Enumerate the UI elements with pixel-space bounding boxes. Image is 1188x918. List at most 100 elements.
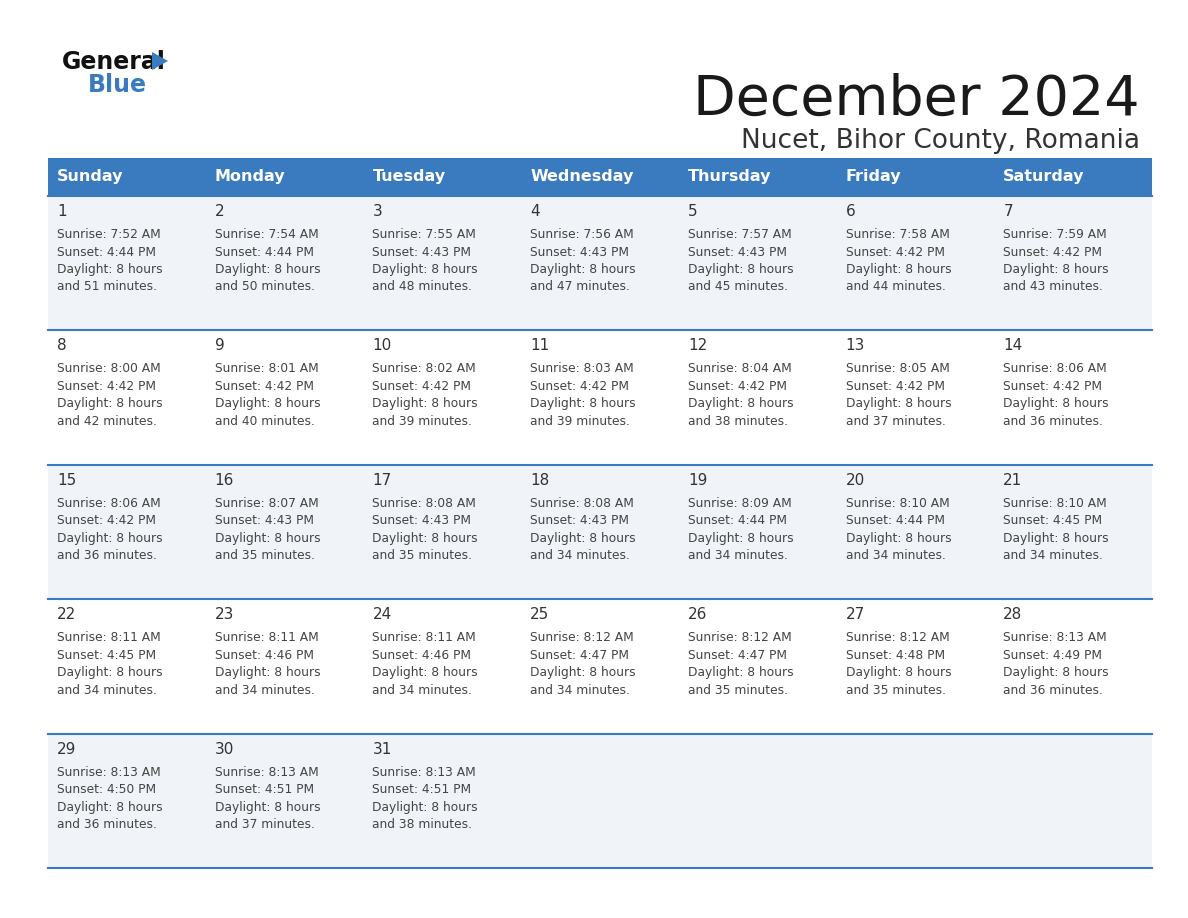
Text: 5: 5: [688, 204, 697, 219]
Text: Sunrise: 8:13 AM: Sunrise: 8:13 AM: [57, 766, 160, 778]
Text: and 34 minutes.: and 34 minutes.: [846, 549, 946, 563]
Text: 3: 3: [372, 204, 383, 219]
Text: 16: 16: [215, 473, 234, 487]
Text: Sunset: 4:42 PM: Sunset: 4:42 PM: [846, 245, 944, 259]
Text: Sunrise: 8:10 AM: Sunrise: 8:10 AM: [1004, 497, 1107, 509]
Text: Nucet, Bihor County, Romania: Nucet, Bihor County, Romania: [741, 128, 1140, 154]
Text: 27: 27: [846, 607, 865, 622]
Text: Daylight: 8 hours: Daylight: 8 hours: [688, 666, 794, 679]
Text: and 40 minutes.: and 40 minutes.: [215, 415, 315, 428]
Text: 28: 28: [1004, 607, 1023, 622]
Text: Tuesday: Tuesday: [372, 170, 446, 185]
Text: Daylight: 8 hours: Daylight: 8 hours: [846, 263, 952, 276]
Text: Sunset: 4:42 PM: Sunset: 4:42 PM: [57, 514, 156, 527]
Text: Daylight: 8 hours: Daylight: 8 hours: [215, 397, 321, 410]
Text: 25: 25: [530, 607, 549, 622]
Text: 13: 13: [846, 339, 865, 353]
Text: 23: 23: [215, 607, 234, 622]
Text: Daylight: 8 hours: Daylight: 8 hours: [688, 263, 794, 276]
Text: December 2024: December 2024: [694, 73, 1140, 127]
Text: and 36 minutes.: and 36 minutes.: [1004, 684, 1104, 697]
Text: and 34 minutes.: and 34 minutes.: [1004, 549, 1104, 563]
Text: 19: 19: [688, 473, 707, 487]
Text: Daylight: 8 hours: Daylight: 8 hours: [57, 800, 163, 813]
Text: Monday: Monday: [215, 170, 285, 185]
Text: and 35 minutes.: and 35 minutes.: [846, 684, 946, 697]
Text: Sunset: 4:42 PM: Sunset: 4:42 PM: [372, 380, 472, 393]
Text: 14: 14: [1004, 339, 1023, 353]
Text: Sunset: 4:42 PM: Sunset: 4:42 PM: [530, 380, 630, 393]
Text: Sunrise: 7:59 AM: Sunrise: 7:59 AM: [1004, 228, 1107, 241]
Text: Daylight: 8 hours: Daylight: 8 hours: [1004, 666, 1108, 679]
Text: Sunrise: 8:03 AM: Sunrise: 8:03 AM: [530, 363, 634, 375]
Text: Sunset: 4:43 PM: Sunset: 4:43 PM: [372, 245, 472, 259]
Text: and 37 minutes.: and 37 minutes.: [215, 818, 315, 831]
Text: Daylight: 8 hours: Daylight: 8 hours: [57, 666, 163, 679]
Text: 29: 29: [57, 742, 76, 756]
Text: Sunrise: 8:12 AM: Sunrise: 8:12 AM: [846, 632, 949, 644]
Text: 20: 20: [846, 473, 865, 487]
Text: Sunset: 4:44 PM: Sunset: 4:44 PM: [215, 245, 314, 259]
Text: Daylight: 8 hours: Daylight: 8 hours: [530, 397, 636, 410]
Bar: [48, 196, 1152, 330]
Text: Sunrise: 8:10 AM: Sunrise: 8:10 AM: [846, 497, 949, 509]
Text: 22: 22: [57, 607, 76, 622]
Text: Thursday: Thursday: [688, 170, 771, 185]
Text: and 44 minutes.: and 44 minutes.: [846, 281, 946, 294]
Text: Daylight: 8 hours: Daylight: 8 hours: [215, 800, 321, 813]
Text: 10: 10: [372, 339, 392, 353]
Text: 21: 21: [1004, 473, 1023, 487]
Text: 15: 15: [57, 473, 76, 487]
Text: Daylight: 8 hours: Daylight: 8 hours: [57, 263, 163, 276]
Text: and 34 minutes.: and 34 minutes.: [215, 684, 315, 697]
Text: Sunset: 4:42 PM: Sunset: 4:42 PM: [688, 380, 786, 393]
Text: Sunset: 4:45 PM: Sunset: 4:45 PM: [1004, 514, 1102, 527]
Text: Daylight: 8 hours: Daylight: 8 hours: [372, 666, 478, 679]
Text: Sunset: 4:44 PM: Sunset: 4:44 PM: [57, 245, 156, 259]
Text: 4: 4: [530, 204, 539, 219]
Text: Sunrise: 7:55 AM: Sunrise: 7:55 AM: [372, 228, 476, 241]
Text: Sunrise: 8:11 AM: Sunrise: 8:11 AM: [372, 632, 476, 644]
Text: and 36 minutes.: and 36 minutes.: [1004, 415, 1104, 428]
Text: and 39 minutes.: and 39 minutes.: [372, 415, 473, 428]
Text: Daylight: 8 hours: Daylight: 8 hours: [688, 397, 794, 410]
Text: and 43 minutes.: and 43 minutes.: [1004, 281, 1104, 294]
Text: and 36 minutes.: and 36 minutes.: [57, 818, 157, 831]
Text: and 35 minutes.: and 35 minutes.: [688, 684, 788, 697]
Text: Sunrise: 8:08 AM: Sunrise: 8:08 AM: [530, 497, 634, 509]
Text: Daylight: 8 hours: Daylight: 8 hours: [1004, 532, 1108, 544]
Text: Sunset: 4:44 PM: Sunset: 4:44 PM: [688, 514, 786, 527]
Text: 26: 26: [688, 607, 707, 622]
Text: Daylight: 8 hours: Daylight: 8 hours: [372, 397, 478, 410]
Text: 9: 9: [215, 339, 225, 353]
Text: Sunset: 4:42 PM: Sunset: 4:42 PM: [1004, 245, 1102, 259]
Text: Sunrise: 8:01 AM: Sunrise: 8:01 AM: [215, 363, 318, 375]
Text: and 38 minutes.: and 38 minutes.: [688, 415, 788, 428]
Text: 1: 1: [57, 204, 67, 219]
Text: 30: 30: [215, 742, 234, 756]
Text: 17: 17: [372, 473, 392, 487]
Text: Sunset: 4:45 PM: Sunset: 4:45 PM: [57, 649, 156, 662]
Text: 2: 2: [215, 204, 225, 219]
Text: Sunrise: 8:06 AM: Sunrise: 8:06 AM: [57, 497, 160, 509]
Text: and 34 minutes.: and 34 minutes.: [530, 684, 630, 697]
Text: Sunset: 4:47 PM: Sunset: 4:47 PM: [530, 649, 630, 662]
Text: Daylight: 8 hours: Daylight: 8 hours: [688, 532, 794, 544]
Text: Sunrise: 8:11 AM: Sunrise: 8:11 AM: [57, 632, 160, 644]
Text: 12: 12: [688, 339, 707, 353]
Text: Sunset: 4:49 PM: Sunset: 4:49 PM: [1004, 649, 1102, 662]
Text: Sunset: 4:48 PM: Sunset: 4:48 PM: [846, 649, 944, 662]
Text: Sunset: 4:42 PM: Sunset: 4:42 PM: [846, 380, 944, 393]
Text: and 35 minutes.: and 35 minutes.: [372, 549, 473, 563]
Text: Sunset: 4:43 PM: Sunset: 4:43 PM: [530, 514, 630, 527]
Text: 11: 11: [530, 339, 549, 353]
Text: Sunset: 4:43 PM: Sunset: 4:43 PM: [530, 245, 630, 259]
Text: Sunrise: 8:00 AM: Sunrise: 8:00 AM: [57, 363, 160, 375]
Text: and 34 minutes.: and 34 minutes.: [57, 684, 157, 697]
Text: Daylight: 8 hours: Daylight: 8 hours: [530, 532, 636, 544]
Text: Wednesday: Wednesday: [530, 170, 633, 185]
Text: Daylight: 8 hours: Daylight: 8 hours: [215, 532, 321, 544]
Bar: [48, 465, 1152, 599]
Text: Sunrise: 8:08 AM: Sunrise: 8:08 AM: [372, 497, 476, 509]
Text: and 42 minutes.: and 42 minutes.: [57, 415, 157, 428]
